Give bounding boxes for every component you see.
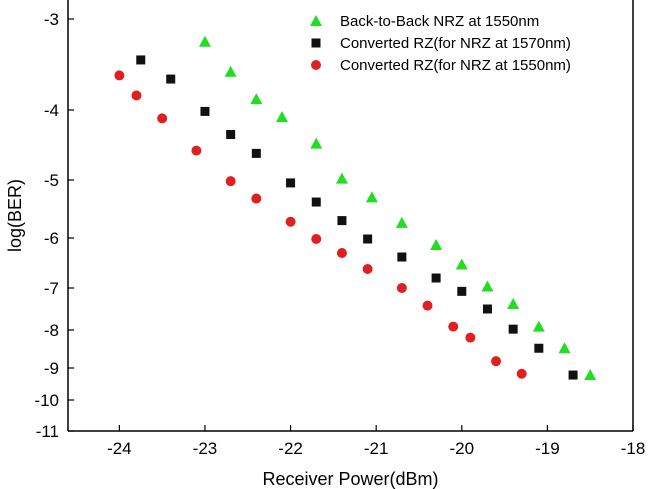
data-point [286, 178, 296, 188]
axes: -24 -23 -22 -21 -20 -19 -18 -3 -4 -5 -6 -7 -8 -9 -10 -1… [5, 0, 645, 489]
data-point [131, 90, 142, 101]
data-point [200, 106, 210, 116]
data-point [455, 258, 468, 270]
data-point [250, 93, 263, 105]
y-tick-label: -4 [44, 101, 59, 120]
data-point [430, 239, 443, 250]
y-tick-label: -11 [36, 422, 59, 441]
legend-label: Converted RZ(for NRZ at 1550nm) [340, 57, 571, 74]
data-point [311, 197, 321, 207]
data-point [198, 35, 211, 47]
data-point [534, 343, 544, 353]
x-axis-title: Receiver Power(dBm) [262, 469, 438, 489]
data-point [225, 176, 236, 187]
data-point [422, 300, 433, 311]
data-point [457, 286, 467, 296]
data-point [397, 252, 407, 262]
data-point [431, 273, 441, 283]
data-point [491, 356, 502, 367]
y-tick-label: -6 [44, 229, 59, 248]
data-point [465, 332, 476, 343]
data-point [337, 216, 347, 226]
data-point [558, 342, 571, 354]
data-point [584, 369, 597, 381]
data-point [362, 264, 373, 274]
data-point [285, 216, 296, 227]
y-tick-label: -5 [44, 171, 59, 190]
x-tick-label: -20 [449, 439, 474, 458]
data-point [395, 216, 408, 228]
data-point [191, 145, 202, 156]
data-point [276, 111, 289, 122]
y-tick-label: -7 [44, 279, 59, 298]
y-tick-label: -9 [44, 359, 59, 378]
data-point [508, 324, 518, 334]
x-tick-label: -22 [278, 439, 303, 458]
x-tick-label: -21 [364, 439, 389, 458]
x-tick-label: -24 [107, 439, 132, 458]
y-tick-label: -8 [44, 321, 59, 340]
data-point [396, 283, 407, 293]
data-point [363, 234, 373, 244]
series-3 [114, 70, 527, 379]
data-point [532, 320, 545, 332]
legend-marker [311, 38, 321, 48]
legend-label: Converted RZ(for NRZ at 1570nm) [340, 35, 571, 52]
data-point [448, 321, 459, 332]
legend-marker [311, 60, 321, 70]
x-tick-label: -18 [621, 439, 646, 458]
series-1 [198, 35, 597, 381]
y-axis-title: log(BER) [5, 179, 25, 252]
data-point [226, 130, 236, 139]
y-tick-label: -10 [34, 391, 59, 410]
data-point [251, 148, 261, 158]
data-point [335, 172, 348, 184]
data-point [157, 113, 168, 124]
data-point [482, 304, 492, 314]
x-tick-label: -19 [535, 439, 560, 458]
data-point [516, 368, 527, 379]
data-point [166, 74, 176, 84]
series-2 [136, 55, 578, 380]
data-point [311, 234, 322, 244]
data-point [507, 297, 520, 309]
data-point [224, 65, 237, 77]
legend-marker [310, 15, 322, 26]
y-tick-label: -3 [44, 10, 59, 29]
data-point [114, 70, 125, 81]
legend-label: Back-to-Back NRZ at 1550nm [340, 13, 539, 30]
data-point [365, 191, 378, 203]
data-point [336, 248, 347, 258]
x-tick-label: -23 [193, 439, 218, 458]
data-point [568, 370, 578, 380]
data-layer [114, 35, 597, 381]
data-point [251, 193, 262, 204]
data-point [310, 137, 323, 149]
data-point [136, 55, 146, 65]
legend: Back-to-Back NRZ at 1550nm Converted RZ(f… [310, 13, 571, 74]
data-point [481, 280, 494, 292]
